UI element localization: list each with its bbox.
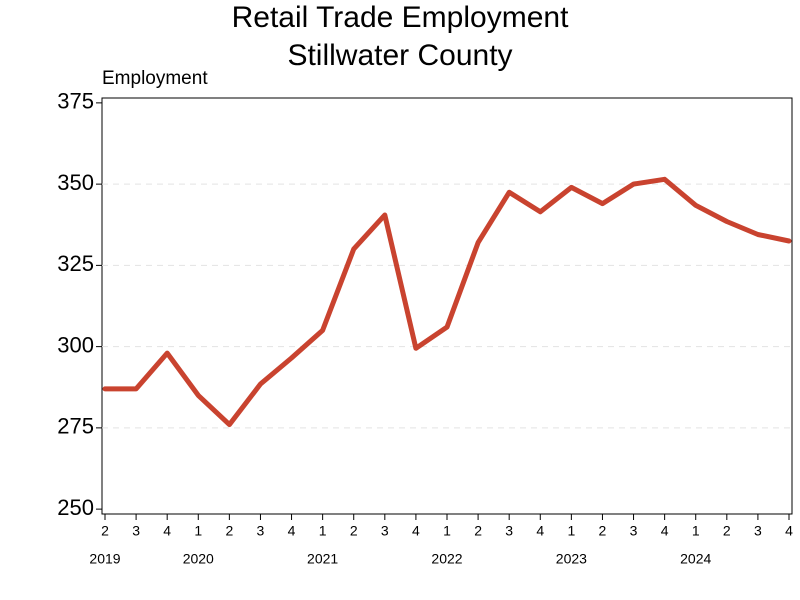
year-label: 2019	[89, 551, 120, 567]
x-tick-label: 2	[101, 523, 109, 539]
x-tick-label: 1	[194, 523, 202, 539]
chart-title: Retail Trade Employment	[232, 1, 569, 34]
x-tick-label: 2	[225, 523, 233, 539]
year-label: 2021	[307, 551, 338, 567]
year-label: 2023	[556, 551, 587, 567]
x-tick-label: 3	[132, 523, 140, 539]
year-label: 2024	[680, 551, 711, 567]
y-axis-label: Employment	[102, 68, 208, 89]
x-tick-label: 3	[257, 523, 265, 539]
x-tick-label: 1	[443, 523, 451, 539]
x-tick-label: 1	[692, 523, 700, 539]
x-tick-label: 4	[785, 523, 793, 539]
x-tick-label: 3	[630, 523, 638, 539]
year-label: 2020	[183, 551, 214, 567]
x-tick-label: 3	[505, 523, 513, 539]
x-tick-label: 4	[288, 523, 296, 539]
x-tick-label: 4	[536, 523, 544, 539]
x-tick-label: 4	[412, 523, 420, 539]
x-tick-label: 4	[163, 523, 171, 539]
chart-subtitle: Stillwater County	[287, 39, 512, 72]
y-tick-label: 275	[57, 414, 94, 439]
x-tick-label: 1	[319, 523, 327, 539]
x-tick-label: 2	[474, 523, 482, 539]
plot-frame	[101, 97, 793, 515]
y-tick-label: 375	[57, 89, 94, 114]
y-tick-label: 250	[57, 495, 94, 520]
x-tick-label: 3	[754, 523, 762, 539]
x-tick-label: 2	[350, 523, 358, 539]
data-line	[102, 176, 792, 428]
x-tick-label: 4	[661, 523, 669, 539]
y-tick-label: 350	[57, 170, 94, 195]
x-tick-label: 2	[723, 523, 731, 539]
y-tick-label: 300	[57, 332, 94, 357]
x-tick-label: 2	[599, 523, 607, 539]
x-tick-label: 3	[381, 523, 389, 539]
x-tick-label: 1	[567, 523, 575, 539]
y-tick-label: 325	[57, 251, 94, 276]
year-label: 2022	[431, 551, 462, 567]
